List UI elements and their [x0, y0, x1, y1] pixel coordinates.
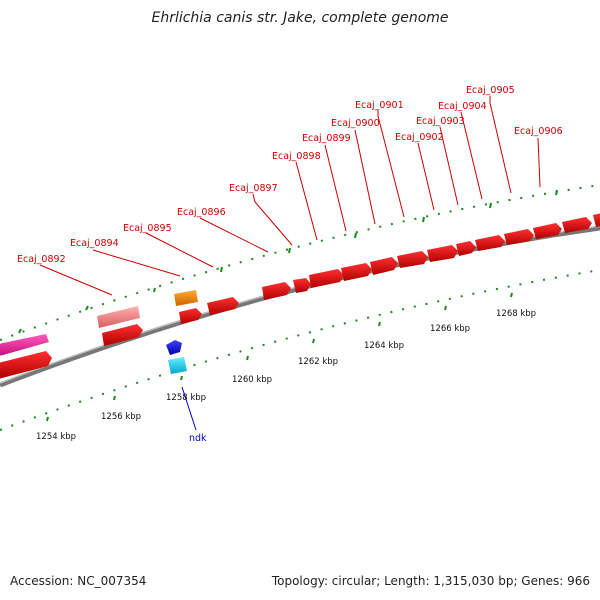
gene-label: Ecaj_0906 — [514, 126, 563, 137]
gene-label: Ecaj_0901 — [355, 100, 404, 111]
gene-blue — [166, 340, 182, 355]
gene-label: Ecaj_0904 — [438, 101, 487, 112]
accession-text: Accession: NC_007354 — [10, 574, 147, 588]
gene-red — [309, 269, 344, 288]
gene-label: Ecaj_0894 — [70, 238, 119, 249]
gene-label: Ecaj_0895 — [123, 223, 172, 234]
gene-red — [179, 308, 202, 324]
gene-red — [562, 217, 592, 233]
inner-major-ticks — [46, 292, 513, 422]
gene-cyan — [168, 357, 187, 374]
label-connector-ndk — [181, 386, 197, 431]
gene-label: Ecaj_0897 — [229, 183, 278, 194]
gene-label: Ecaj_0903 — [416, 116, 465, 127]
gene-red — [293, 278, 311, 293]
gene-label: ndk — [189, 433, 207, 444]
gene-salmon — [97, 306, 140, 328]
gene-red — [456, 241, 476, 256]
tick-label: 1256 kbp — [101, 412, 141, 422]
genome-summary-text: Topology: circular; Length: 1,315,030 bp… — [271, 574, 590, 588]
gene-red — [427, 245, 458, 262]
tick-label: 1268 kbp — [496, 309, 536, 319]
gene-label: Ecaj_0898 — [272, 151, 321, 162]
gene-labels: Ecaj_0892 Ecaj_0894 Ecaj_0895 Ecaj_0896 … — [17, 85, 563, 444]
gene-red — [370, 257, 398, 275]
tick-label: 1262 kbp — [298, 357, 338, 367]
outer-major-ticks — [18, 189, 558, 334]
gene-label: Ecaj_0892 — [17, 254, 66, 265]
gene-red — [475, 235, 505, 251]
tick-label: 1260 kbp — [232, 375, 272, 385]
gene-orange — [174, 290, 198, 306]
tick-label: 1266 kbp — [430, 324, 470, 334]
gene-red — [102, 324, 143, 346]
gene-red — [397, 251, 428, 268]
gene-label: Ecaj_0902 — [395, 132, 444, 143]
gene-pink — [0, 334, 49, 356]
reverse-strand-genes — [0, 297, 239, 379]
gene-red — [0, 351, 52, 379]
gene-label: Ecaj_0900 — [331, 118, 380, 129]
gene-red — [504, 229, 534, 245]
gene-label: Ecaj_0899 — [302, 133, 351, 144]
forward-strand-genes — [0, 213, 600, 356]
gene-red — [207, 297, 239, 315]
map-title: Ehrlichia canis str. Jake, complete geno… — [151, 10, 449, 26]
gene-red — [262, 282, 291, 300]
tick-label: 1264 kbp — [364, 341, 404, 351]
gene-label: Ecaj_0905 — [466, 85, 515, 96]
label-connectors — [39, 96, 541, 296]
gene-red — [533, 223, 562, 239]
tick-label: 1254 kbp — [36, 432, 76, 442]
gene-label: Ecaj_0896 — [177, 207, 226, 218]
gene-red — [593, 213, 600, 227]
gene-red — [341, 263, 372, 281]
